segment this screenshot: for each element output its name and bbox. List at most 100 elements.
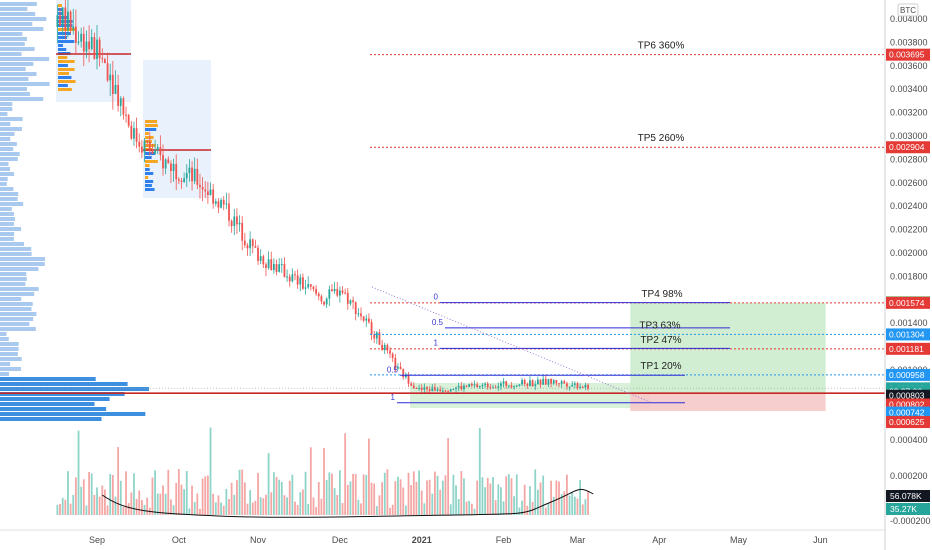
- zone-profile-bar: [145, 156, 152, 159]
- zone-profile-bar: [145, 124, 158, 127]
- volume-bar: [156, 493, 159, 515]
- volume-bar: [101, 485, 104, 515]
- target-label: TP3 63%: [639, 320, 680, 331]
- candle-body: [531, 380, 534, 387]
- candle-body: [64, 7, 67, 31]
- volume-profile-bar: [0, 132, 15, 136]
- price-badge-label: 0.001574: [889, 298, 925, 308]
- volume-profile-bar: [0, 402, 95, 406]
- volume-badge-label: 35.27K: [890, 504, 917, 514]
- candle-body: [576, 383, 579, 388]
- volume-bar: [460, 471, 463, 515]
- volume-bar: [159, 493, 162, 515]
- candle-body: [294, 274, 296, 276]
- zone-profile-bar: [58, 8, 64, 11]
- volume-bar: [542, 475, 545, 515]
- volume-bar: [410, 485, 413, 515]
- volume-bar: [296, 505, 299, 515]
- candle-body: [180, 180, 183, 182]
- volume-bar: [584, 499, 587, 515]
- volume-profile: [0, 2, 211, 421]
- volume-bar: [431, 493, 434, 515]
- volume-profile-bar: [0, 347, 19, 351]
- candle-body: [133, 128, 135, 139]
- zone-profile-bar: [58, 48, 67, 51]
- volume-bar: [233, 494, 236, 515]
- volume-bar: [72, 494, 75, 515]
- volume-bar: [201, 478, 204, 515]
- volume-profile-bar: [0, 147, 14, 151]
- volume-profile-bar: [0, 372, 10, 376]
- zone-profile-bar: [145, 128, 157, 131]
- candle-body: [217, 201, 220, 208]
- volume-bar: [135, 498, 138, 515]
- price-badge: [886, 342, 930, 355]
- volume-profile-bar: [0, 77, 29, 81]
- volume-tick-label: -0.000200: [890, 516, 931, 526]
- volume-bar: [412, 471, 415, 515]
- volume-profile-bar: [0, 137, 11, 141]
- candle-body: [423, 387, 426, 390]
- candle-body: [349, 300, 352, 304]
- volume-profile-bar: [0, 287, 39, 291]
- time-tick-label: Sep: [89, 535, 105, 545]
- volume-bar: [265, 494, 267, 515]
- volume-bar: [278, 479, 281, 515]
- volume-bar: [291, 474, 294, 515]
- volume-bar: [98, 496, 101, 515]
- volume-bar: [338, 470, 341, 515]
- volume-bar: [539, 482, 542, 515]
- volume-bar: [486, 477, 489, 515]
- volume-profile-bar: [0, 277, 27, 281]
- candle-body: [199, 184, 201, 188]
- symbol-badge[interactable]: BTC: [897, 3, 919, 17]
- time-axis[interactable]: Sep Oct Nov Dec 2021 Feb Mar Apr May Jun: [0, 529, 885, 545]
- volume-profile-bar: [0, 397, 110, 401]
- price-badge: [886, 296, 930, 309]
- volume-bar: [93, 494, 96, 515]
- volume-badge-label: 56.078K: [890, 491, 922, 501]
- candle-body: [61, 7, 64, 26]
- volume-bar: [315, 507, 318, 515]
- candle-body: [463, 385, 465, 390]
- volume-profile-bar: [0, 392, 125, 396]
- volume-bar: [497, 484, 500, 515]
- time-tick-label: Nov: [250, 535, 267, 545]
- candle-body: [222, 199, 225, 205]
- candle-body: [101, 58, 104, 60]
- volume-bar: [515, 474, 518, 515]
- volume-profile-bar: [0, 122, 11, 126]
- candle-body: [470, 383, 473, 386]
- volume-bar: [183, 489, 186, 515]
- candle-body: [333, 288, 336, 292]
- volume-bar: [378, 495, 381, 515]
- candle-body: [489, 387, 492, 389]
- volume-bar: [228, 499, 230, 515]
- volume-bar: [529, 486, 531, 515]
- candle-body: [547, 379, 550, 385]
- candle-body: [162, 155, 164, 169]
- candle-body: [555, 380, 558, 384]
- price-axis[interactable]: 0.004000 0.003800 0.003600 0.003400 0.003200…: [886, 14, 931, 526]
- candle-body: [74, 26, 77, 43]
- target-label: TP4 98%: [641, 289, 682, 300]
- zone-profile-bar: [58, 76, 72, 79]
- volume-profile-bar: [0, 172, 15, 176]
- candle-body: [373, 334, 376, 339]
- fib-label: 0.5: [387, 365, 399, 374]
- volume-bar: [536, 489, 539, 515]
- volume-bar: [56, 504, 59, 515]
- volume-bar: [299, 492, 302, 515]
- volume-bar: [90, 473, 93, 515]
- price-axis-panel: [885, 0, 932, 550]
- candle-body: [500, 383, 502, 387]
- price-tick-label: 0.001800: [890, 271, 928, 281]
- volume-profile-bar: [0, 367, 21, 371]
- volume-bar: [241, 469, 244, 515]
- price-tick-label: 0.002800: [890, 154, 928, 164]
- volume-bar: [275, 476, 278, 515]
- volume-bar: [143, 504, 146, 515]
- candle-body: [502, 381, 505, 384]
- volume-bar: [354, 474, 357, 515]
